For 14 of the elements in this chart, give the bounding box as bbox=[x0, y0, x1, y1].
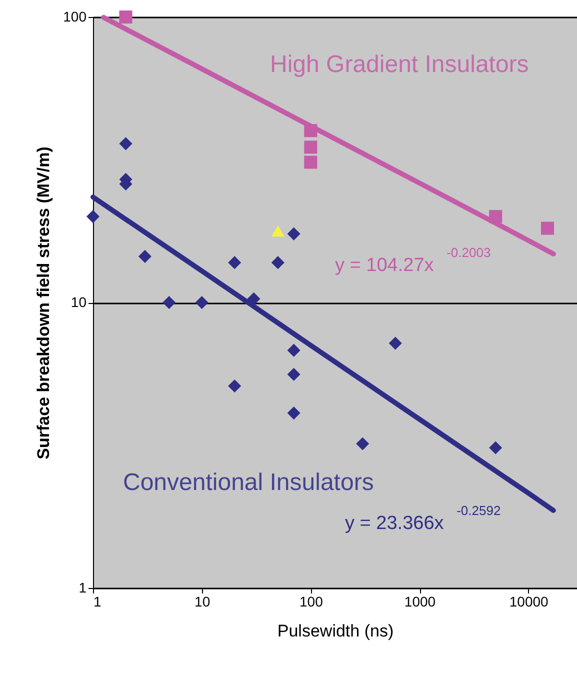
y-axis-title: Surface breakdown field stress (MV/m) bbox=[34, 146, 54, 460]
annotation: y = 104.27x-0.2003 bbox=[335, 245, 491, 276]
x-tick-label: 10000 bbox=[509, 594, 549, 610]
x-tick-label: 1000 bbox=[404, 594, 436, 610]
x-tick-label: 10 bbox=[194, 594, 210, 610]
text: High Gradient Insulators bbox=[270, 51, 529, 78]
y-tick-label: 1 bbox=[78, 580, 87, 596]
x-axis-title: Pulsewidth (ns) bbox=[277, 622, 394, 640]
x-tick-label: 100 bbox=[299, 594, 324, 610]
x-tick-label: 1 bbox=[94, 594, 102, 610]
y-tick-label: 10 bbox=[70, 294, 87, 310]
series-label: Conventional Insulators bbox=[123, 469, 374, 496]
y-tick-label: 100 bbox=[63, 8, 87, 24]
annotation: y = 23.366x-0.2592 bbox=[345, 503, 501, 534]
